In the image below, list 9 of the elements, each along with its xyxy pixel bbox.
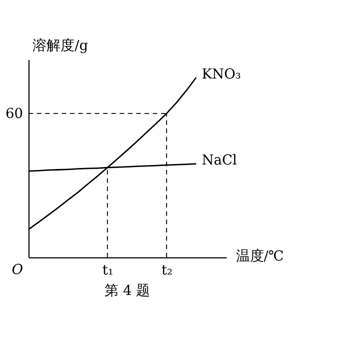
series-label: KNO₃ [202, 66, 241, 82]
text: 第 4 题 [104, 283, 150, 300]
x-tick-label: t₁ [102, 262, 114, 278]
x-tick-label: t₂ [162, 262, 173, 278]
series-label: NaCl [202, 152, 237, 169]
y-axis-title: 溶解度/g [32, 38, 88, 54]
x-axis-title: 温度/℃ [236, 248, 284, 265]
text: 60 [5, 106, 24, 122]
text: O [12, 262, 24, 278]
